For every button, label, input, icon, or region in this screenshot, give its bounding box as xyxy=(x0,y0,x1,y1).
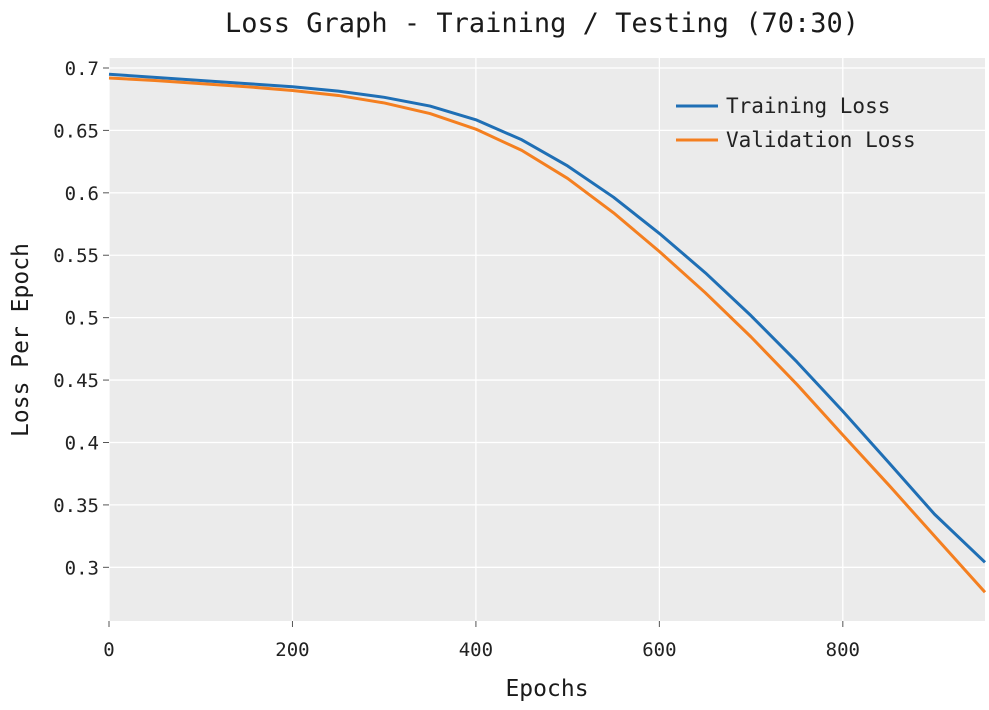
y-axis-label: Loss Per Epoch xyxy=(8,243,34,437)
legend: Training Loss Validation Loss xyxy=(676,94,916,152)
y-tick-label: 0.4 xyxy=(65,432,99,454)
legend-label-training: Training Loss xyxy=(726,94,890,118)
x-tick-label: 200 xyxy=(275,639,309,661)
legend-label-validation: Validation Loss xyxy=(726,128,916,152)
x-tick-label: 600 xyxy=(642,639,676,661)
y-tick-labels: 0.3 0.35 0.4 0.45 0.5 0.55 0.6 0.65 0.7 xyxy=(53,58,109,579)
x-tick-label: 400 xyxy=(459,639,493,661)
plot-area xyxy=(109,58,985,621)
y-tick-label: 0.6 xyxy=(65,183,99,205)
y-tick-label: 0.35 xyxy=(53,495,99,517)
series-line-training-loss xyxy=(108,72,987,564)
x-tick-label: 800 xyxy=(826,639,860,661)
series-line-validation-loss xyxy=(108,76,987,594)
y-gridlines xyxy=(109,67,985,568)
y-tick-label: 0.5 xyxy=(65,308,99,330)
y-tick-label: 0.7 xyxy=(65,58,99,80)
x-gridlines xyxy=(108,58,844,621)
x-tick-labels: 0 200 400 600 800 xyxy=(103,621,860,661)
x-axis-label: Epochs xyxy=(505,676,588,702)
y-tick-label: 0.65 xyxy=(53,120,99,142)
y-tick-label: 0.3 xyxy=(65,557,99,579)
y-tick-label: 0.55 xyxy=(53,245,99,267)
x-tick-label: 0 xyxy=(103,639,114,661)
chart-title: Loss Graph - Training / Testing (70:30) xyxy=(225,8,859,39)
series-lines xyxy=(108,72,987,594)
y-tick-label: 0.45 xyxy=(53,370,99,392)
